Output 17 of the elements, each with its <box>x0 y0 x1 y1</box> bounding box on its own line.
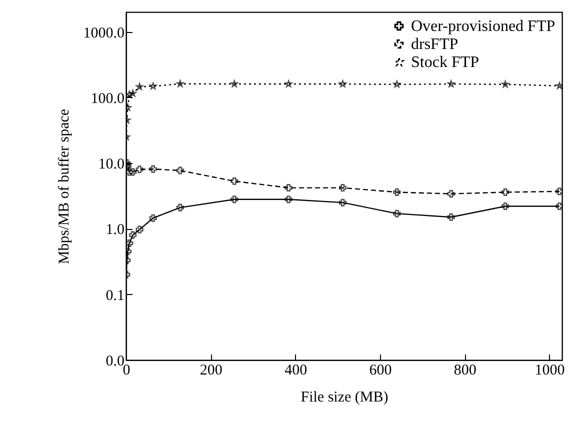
y-tick-label: 10.0 <box>98 156 124 173</box>
y-tick-label: 1.0 <box>106 222 124 238</box>
x-tick-label: 0 <box>122 362 130 378</box>
x-tick-label: 200 <box>200 362 222 378</box>
y-axis-title: Mbps/MB of buffer space <box>56 108 72 264</box>
y-tick-label: 100.0 <box>90 90 124 107</box>
y-tick-label: 0.0 <box>106 354 124 370</box>
x-tick-label: 1000 <box>534 362 565 378</box>
x-tick-label: 600 <box>369 362 392 378</box>
legend-label: Stock FTP <box>411 54 480 71</box>
legend-label: drsFTP <box>411 36 458 53</box>
legend-label: Over-provisioned FTP <box>411 18 556 35</box>
x-tick-label: 400 <box>284 362 308 378</box>
y-tick-label: 1000.0 <box>83 25 124 42</box>
y-tick-label: 0.1 <box>106 288 124 304</box>
x-tick-label: 800 <box>454 362 476 378</box>
x-axis-title: File size (MB) <box>300 390 388 406</box>
